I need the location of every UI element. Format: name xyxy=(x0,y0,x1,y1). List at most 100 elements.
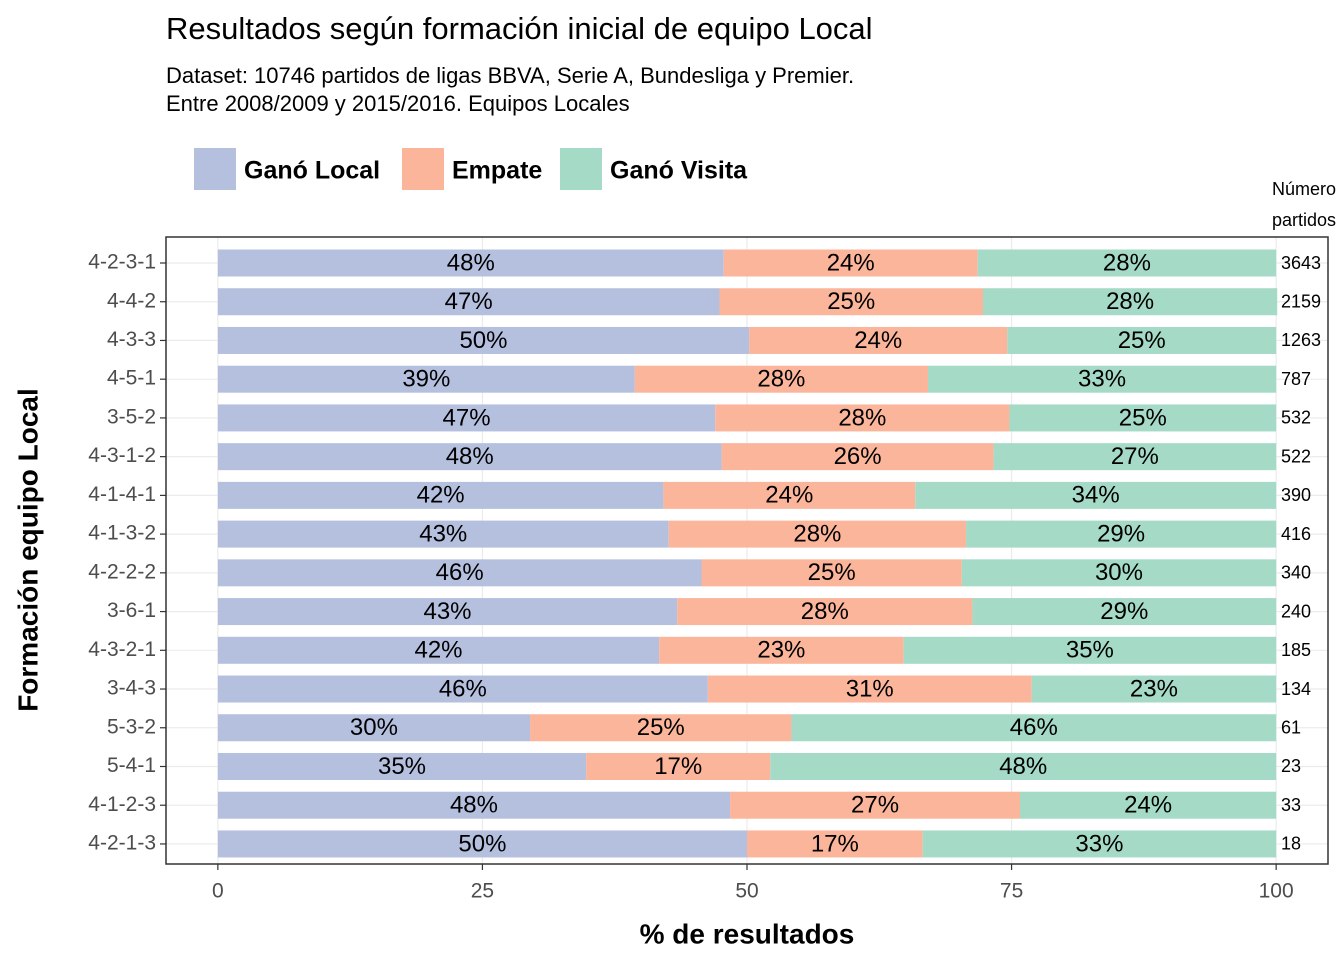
data-label: 24% xyxy=(854,327,902,354)
y-tick-label: 4-1-3-2 xyxy=(88,522,156,545)
n-partidos: 185 xyxy=(1281,640,1311,660)
bar-segment xyxy=(659,636,904,664)
y-tick-label: 4-2-1-3 xyxy=(88,831,156,854)
bar-segment xyxy=(217,443,722,471)
data-label: 46% xyxy=(439,675,487,702)
data-label: 46% xyxy=(1010,714,1058,741)
data-label: 35% xyxy=(1066,637,1114,664)
data-label: 29% xyxy=(1100,598,1148,625)
y-tick-label: 4-3-2-1 xyxy=(88,638,156,661)
data-label: 39% xyxy=(402,366,450,393)
legend-label: Ganó Visita xyxy=(610,157,748,185)
n-partidos: 532 xyxy=(1281,408,1311,428)
data-label: 42% xyxy=(414,637,462,664)
bar-segment xyxy=(217,520,669,548)
data-label: 33% xyxy=(1075,830,1123,857)
x-tick-label: 0 xyxy=(212,880,224,903)
n-header: Número xyxy=(1272,179,1336,199)
bar-segment xyxy=(982,288,1278,316)
data-label: 23% xyxy=(757,637,805,664)
bar-segment xyxy=(663,481,916,509)
bar-segment xyxy=(586,752,771,780)
legend-label: Ganó Local xyxy=(244,157,380,185)
data-label: 25% xyxy=(808,559,856,586)
y-tick-label: 4-1-4-1 xyxy=(88,483,156,506)
bar-segment xyxy=(1007,326,1277,354)
data-label: 33% xyxy=(1078,366,1126,393)
legend-key xyxy=(560,148,602,190)
x-axis-title: % de resultados xyxy=(640,918,855,949)
data-label: 26% xyxy=(834,443,882,470)
y-tick-label: 4-5-1 xyxy=(107,367,156,390)
data-label: 43% xyxy=(423,598,471,625)
n-partidos: 3643 xyxy=(1281,253,1321,273)
panel-border xyxy=(165,236,1329,865)
bar-segment xyxy=(217,598,678,626)
data-label: 34% xyxy=(1072,482,1120,509)
data-label: 28% xyxy=(838,404,886,431)
data-label: 24% xyxy=(765,482,813,509)
bar-segment xyxy=(791,714,1277,742)
y-tick-label: 3-6-1 xyxy=(107,599,156,622)
data-label: 28% xyxy=(1103,249,1151,276)
bar-segment xyxy=(217,288,720,316)
x-tick-label: 50 xyxy=(735,880,758,903)
y-tick-label: 4-1-2-3 xyxy=(88,793,156,816)
data-label: 47% xyxy=(443,404,491,431)
bar-segment xyxy=(723,249,978,277)
bar-segment xyxy=(707,675,1032,703)
n-partidos: 18 xyxy=(1281,834,1301,854)
data-label: 30% xyxy=(1095,559,1143,586)
n-partidos: 2159 xyxy=(1281,291,1321,311)
bar-segment xyxy=(217,714,531,742)
n-partidos: 61 xyxy=(1281,718,1301,738)
bar-segment xyxy=(530,714,792,742)
y-axis-title: Formación equipo Local xyxy=(12,388,43,712)
bar-segment xyxy=(217,830,748,858)
n-partidos: 787 xyxy=(1281,369,1311,389)
data-label: 25% xyxy=(1118,327,1166,354)
bar-segment xyxy=(977,249,1277,277)
bar-segment xyxy=(721,443,994,471)
data-label: 27% xyxy=(1111,443,1159,470)
data-label: 43% xyxy=(419,520,467,547)
n-partidos: 1263 xyxy=(1281,330,1321,350)
bar-segment xyxy=(715,404,1010,432)
bar-segment xyxy=(915,481,1277,509)
y-tick-label: 4-4-2 xyxy=(107,289,156,312)
bar-segment xyxy=(903,636,1277,664)
n-partidos: 33 xyxy=(1281,795,1301,815)
bar-segment xyxy=(922,830,1277,858)
data-label: 17% xyxy=(811,830,859,857)
data-label: 23% xyxy=(1130,675,1178,702)
n-partidos: 416 xyxy=(1281,524,1311,544)
bar-segment xyxy=(668,520,967,548)
data-label: 48% xyxy=(450,792,498,819)
bar-segment xyxy=(217,365,635,393)
data-label: 27% xyxy=(851,792,899,819)
bar-segment xyxy=(217,404,716,432)
subtitle: Dataset: 10746 partidos de ligas BBVA, S… xyxy=(166,63,854,88)
bar-segment xyxy=(217,249,724,277)
data-label: 29% xyxy=(1097,520,1145,547)
bar-segment xyxy=(217,326,750,354)
bar-segment xyxy=(747,830,923,858)
data-label: 25% xyxy=(637,714,685,741)
n-partidos: 240 xyxy=(1281,601,1311,621)
bar-segment xyxy=(972,598,1277,626)
data-label: 50% xyxy=(458,830,506,857)
bar-segment xyxy=(634,365,928,393)
data-label: 46% xyxy=(436,559,484,586)
bar-segment xyxy=(1009,404,1277,432)
legend-key xyxy=(194,148,236,190)
n-partidos: 23 xyxy=(1281,756,1301,776)
bar-segment xyxy=(677,598,973,626)
n-partidos: 134 xyxy=(1281,679,1311,699)
y-tick-label: 4-2-2-2 xyxy=(88,560,156,583)
x-tick-label: 25 xyxy=(471,880,494,903)
y-tick-label: 4-2-3-1 xyxy=(88,251,156,274)
data-label: 47% xyxy=(445,288,493,315)
bar-segment xyxy=(217,481,664,509)
n-partidos: 390 xyxy=(1281,485,1311,505)
